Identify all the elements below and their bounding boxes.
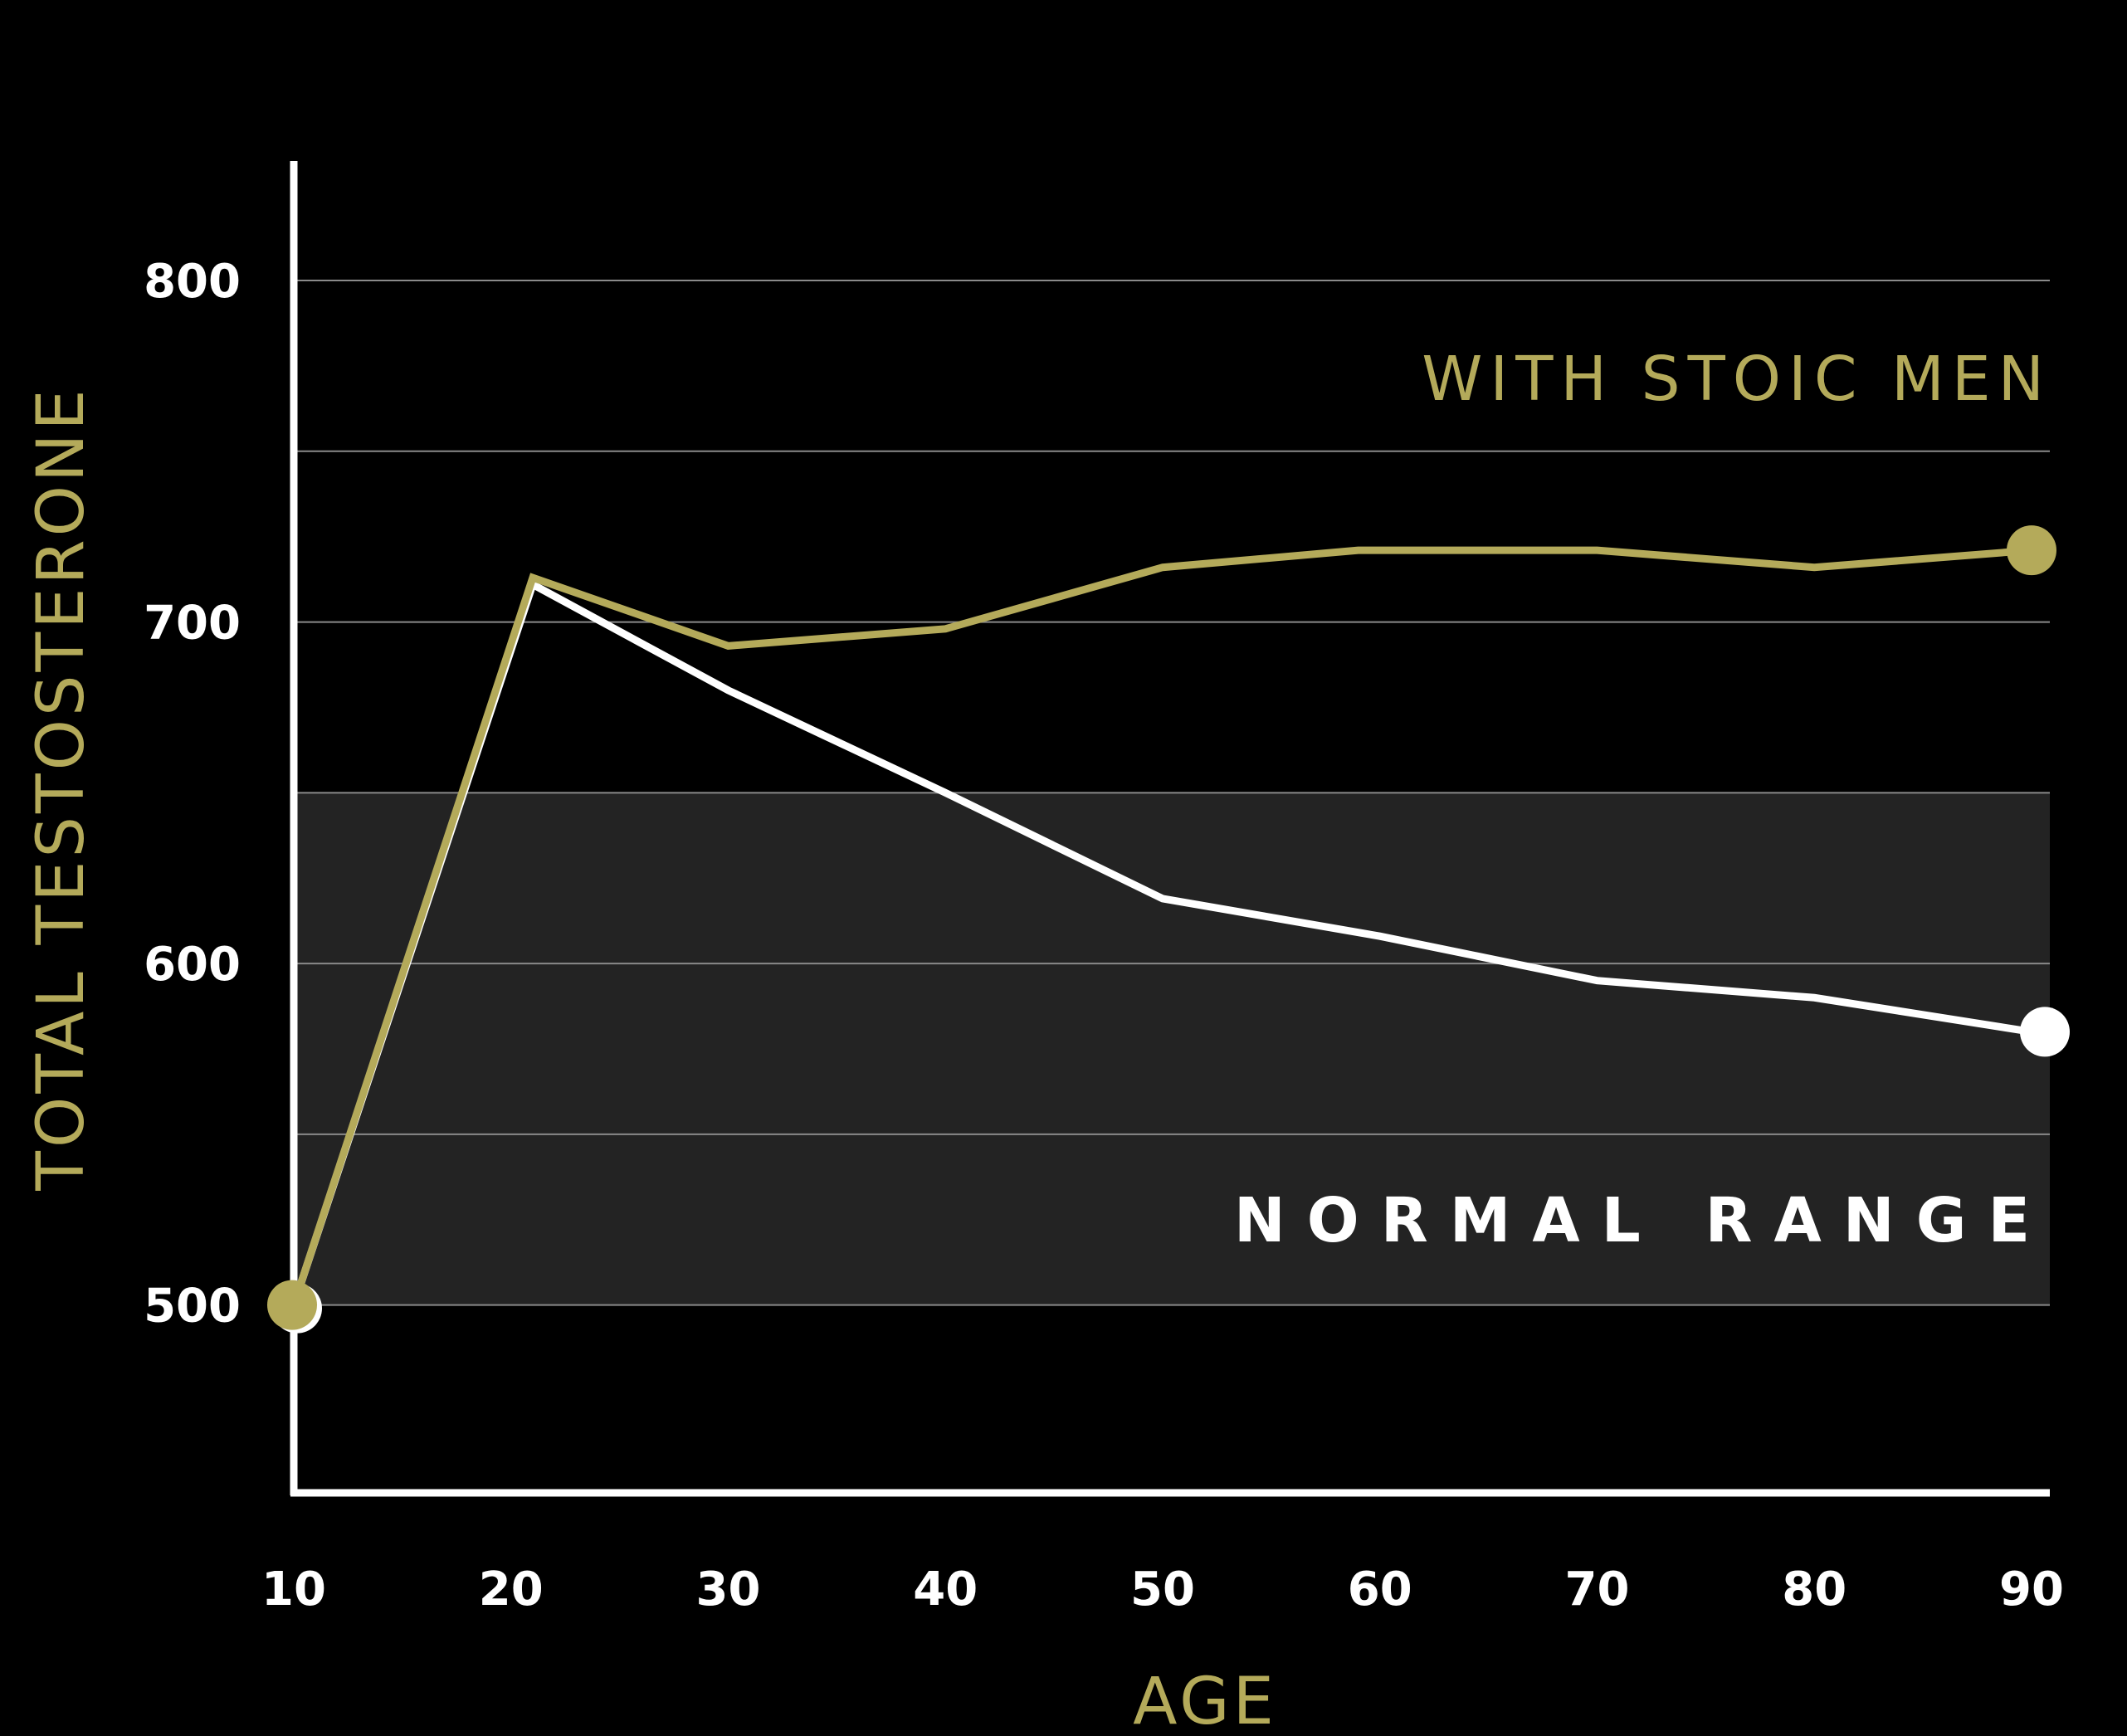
normal-range-label: NORMAL RANGE [1234,1185,2051,1256]
series-layer [267,525,2070,1334]
series-1-end-marker [2020,1007,2070,1057]
x-tick-label-20: 20 [479,1563,544,1617]
x-tick-label-40: 40 [913,1563,978,1617]
x-tick-label-30: 30 [696,1563,761,1617]
series-1-line [290,578,2032,1307]
y-axis-title: TOTAL TESTOSTERONE [24,386,99,1191]
y-tick-labels: 500 600 700 800 [144,255,241,1334]
x-tick-labels: 10 20 30 40 50 60 70 80 90 [261,1563,2064,1617]
series-0-end-marker [2007,525,2056,576]
x-tick-label-90: 90 [1999,1563,2064,1617]
y-tick-label-800: 800 [144,255,241,309]
y-tick-label-600: 600 [144,938,241,992]
x-tick-label-10: 10 [261,1563,326,1617]
y-tick-label-500: 500 [144,1280,241,1334]
x-tick-label-80: 80 [1782,1563,1846,1617]
normal-range-band [297,792,2050,1305]
x-tick-label-50: 50 [1130,1563,1195,1617]
y-tick-label-700: 700 [144,597,241,651]
x-tick-label-70: 70 [1565,1563,1630,1617]
with-stoic-men-line [290,546,2032,1307]
gridlines [297,280,2050,1306]
x-tick-label-60: 60 [1348,1563,1412,1617]
series-0-start-marker [267,1280,317,1330]
series-label-with-stoic-men: WITH STOIC MEN [1422,344,2051,415]
x-axis-title: AGE [1133,1665,1277,1736]
